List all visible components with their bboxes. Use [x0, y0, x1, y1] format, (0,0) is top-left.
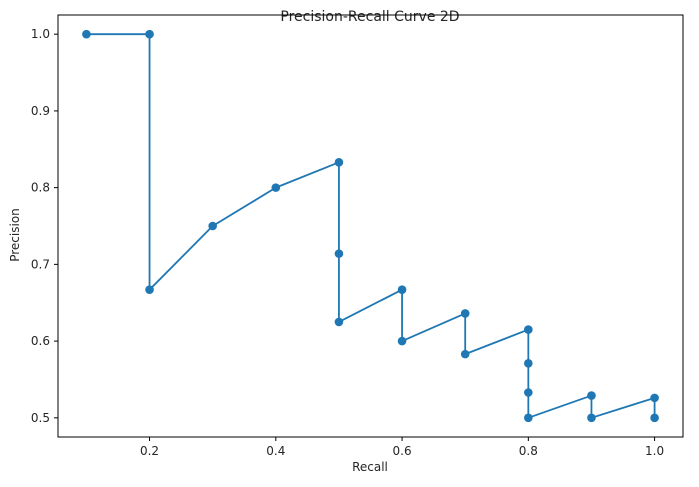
x-axis-label: Recall	[352, 460, 388, 474]
data-point	[524, 413, 533, 423]
y-tick-label: 0.8	[31, 181, 50, 195]
y-axis-label: Precision	[8, 208, 22, 262]
series-line	[86, 33, 656, 419]
data-point	[271, 183, 281, 192]
data-point	[334, 249, 344, 258]
data-point	[524, 325, 533, 334]
data-point	[145, 285, 154, 294]
plot-area	[82, 29, 659, 423]
y-tick-label: 1.0	[31, 27, 50, 41]
data-point	[587, 413, 596, 423]
data-point	[397, 336, 407, 346]
axes-frame	[57, 14, 684, 438]
y-tick-label: 0.7	[31, 257, 50, 271]
x-tick-label: 0.6	[393, 444, 412, 458]
x-axis: 0.2 0.4 0.6 0.8 1.0	[140, 437, 664, 458]
chart-title: Precision-Recall Curve 2D	[280, 9, 459, 25]
y-tick-label: 0.6	[31, 334, 50, 348]
data-point	[650, 413, 659, 423]
data-point	[334, 158, 344, 167]
x-tick-label: 0.2	[140, 444, 159, 458]
data-point	[82, 29, 91, 39]
data-point	[587, 391, 596, 400]
data-point	[397, 285, 407, 294]
y-tick-label: 0.9	[31, 104, 50, 118]
data-point	[208, 221, 217, 231]
x-tick-label: 1.0	[645, 444, 664, 458]
x-tick-label: 0.4	[266, 444, 285, 458]
data-point	[460, 349, 470, 359]
data-point	[334, 317, 344, 327]
data-point	[524, 359, 533, 368]
data-point	[650, 393, 659, 403]
data-point	[524, 388, 533, 397]
x-tick-label: 0.8	[519, 444, 538, 458]
y-tick-label: 0.5	[31, 411, 50, 425]
data-point	[145, 29, 154, 39]
y-axis: 0.5 0.6 0.7 0.8 0.9 1.0	[31, 27, 58, 425]
data-point	[460, 309, 470, 318]
